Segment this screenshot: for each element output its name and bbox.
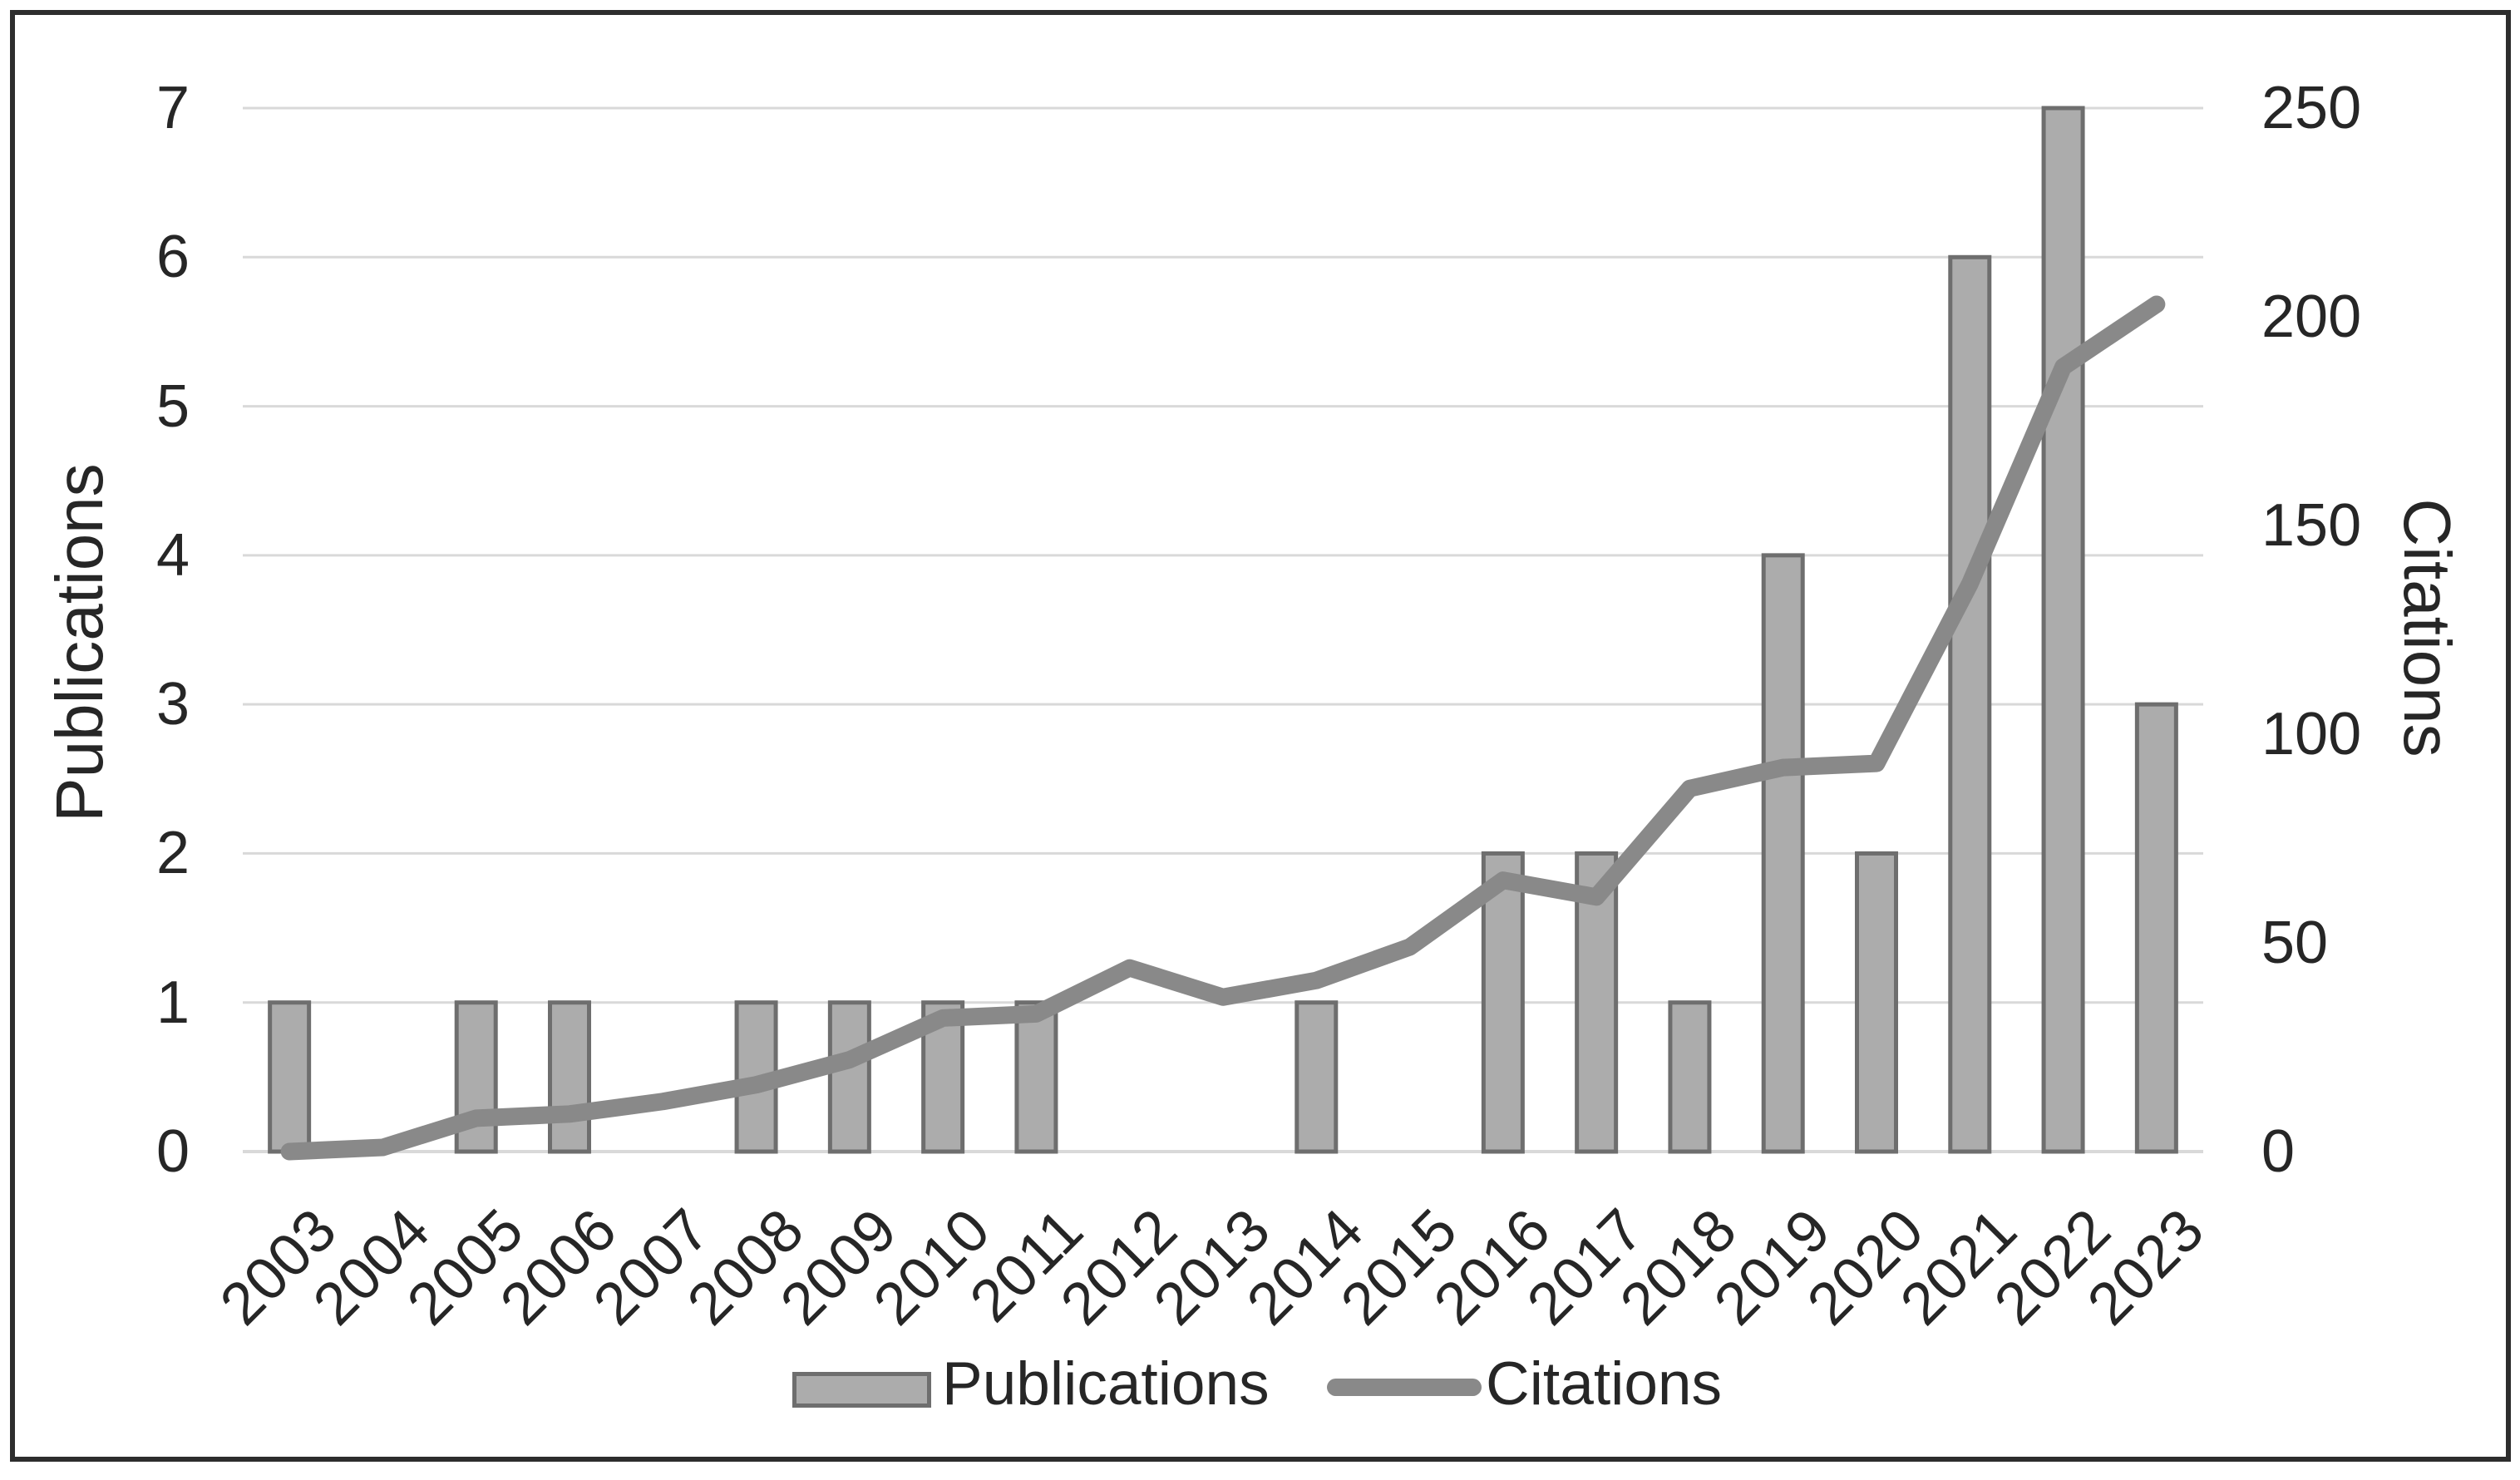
right-tick-100: 100 <box>2261 701 2362 767</box>
right-axis-title: Citations <box>2390 498 2464 757</box>
left-tick-0: 0 <box>155 1118 190 1185</box>
bar-2003 <box>268 1000 312 1154</box>
legend-label-citations: Citations <box>1486 1350 1723 1418</box>
bar-2023 <box>2134 702 2178 1154</box>
bar-2009 <box>827 1000 871 1154</box>
left-axis-title: Publications <box>42 463 116 822</box>
legend-label-publications: Publications <box>942 1350 1270 1418</box>
right-tick-150: 150 <box>2261 492 2362 559</box>
bar-2018 <box>1668 1000 1712 1154</box>
right-tick-200: 200 <box>2261 284 2362 350</box>
right-tick-250: 250 <box>2261 75 2362 141</box>
bar-2019 <box>1761 553 1805 1154</box>
left-tick-2: 2 <box>155 820 190 887</box>
bar-2021 <box>1948 254 1992 1154</box>
left-tick-5: 5 <box>155 372 190 440</box>
bar-2022 <box>2041 106 2085 1154</box>
legend-citations-swatch <box>1327 1379 1482 1396</box>
left-tick-6: 6 <box>155 224 190 291</box>
left-tick-7: 7 <box>155 75 190 141</box>
left-tick-3: 3 <box>155 671 190 738</box>
left-tick-4: 4 <box>155 521 190 589</box>
legend-publications-swatch <box>792 1372 931 1408</box>
bar-2020 <box>1855 851 1898 1154</box>
left-tick-1: 1 <box>155 969 190 1036</box>
bar-2016 <box>1481 851 1525 1154</box>
citations-line <box>280 295 2166 1161</box>
right-tick-0: 0 <box>2261 1118 2296 1185</box>
right-tick-50: 50 <box>2261 910 2329 976</box>
bar-2006 <box>548 1000 591 1154</box>
bar-2014 <box>1295 1000 1339 1154</box>
bar-2011 <box>1014 1000 1058 1154</box>
